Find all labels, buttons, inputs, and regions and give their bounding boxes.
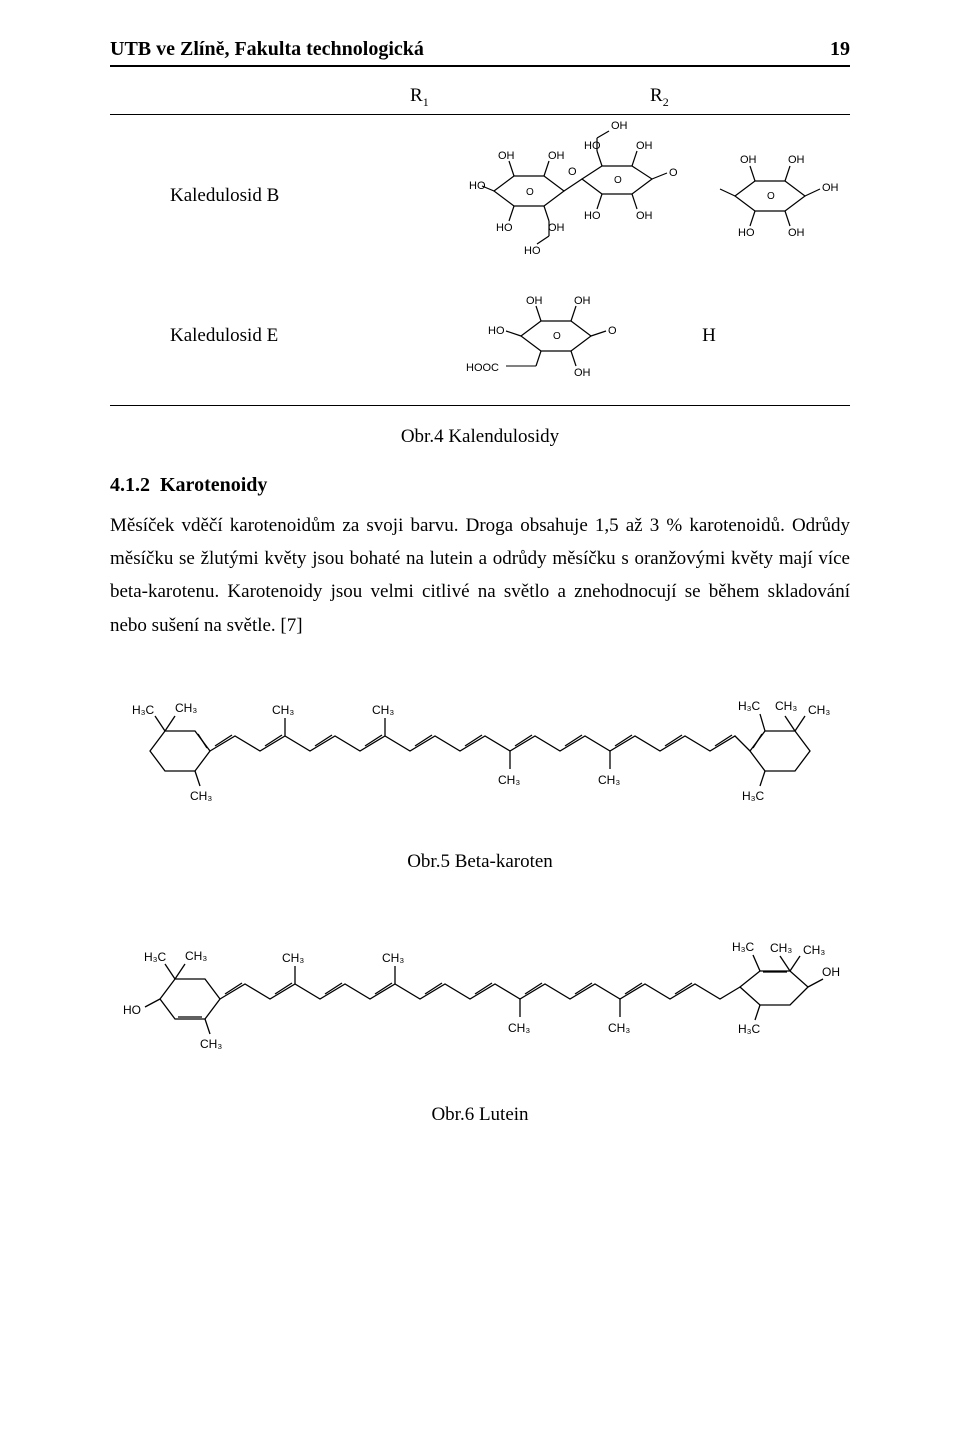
- section-title: Karotenoidy: [160, 474, 267, 496]
- header-page-number: 19: [830, 38, 850, 61]
- svg-text:HOOC: HOOC: [466, 362, 499, 374]
- svg-text:OH: OH: [548, 222, 565, 234]
- table-row: Kaledulosid E O HO OHOH: [110, 271, 850, 401]
- table-rule-bottom: [110, 405, 850, 406]
- svg-text:H₃C: H₃C: [738, 699, 761, 713]
- svg-text:CH₃: CH₃: [808, 703, 830, 717]
- svg-text:O: O: [669, 167, 678, 179]
- svg-text:H₃C: H₃C: [144, 950, 167, 964]
- svg-text:H₃C: H₃C: [738, 1022, 761, 1036]
- svg-text:HO: HO: [488, 325, 505, 337]
- svg-text:OH: OH: [526, 295, 543, 307]
- substituent-table: R1 R2 Kaledulosid B: [110, 85, 850, 406]
- svg-text:CH₃: CH₃: [598, 773, 620, 787]
- row-r2-value: H: [702, 325, 850, 347]
- svg-text:CH₃: CH₃: [185, 949, 207, 963]
- svg-text:CH₃: CH₃: [775, 699, 797, 713]
- row-r2-structure: O OH OH HO OH OH: [700, 131, 850, 261]
- svg-text:O: O: [553, 331, 561, 342]
- col-r1-header: R1: [410, 85, 650, 110]
- svg-text:CH₃: CH₃: [200, 1037, 222, 1051]
- header-rule: [110, 65, 850, 67]
- svg-text:OH: OH: [498, 150, 515, 162]
- row-name: Kaledulosid E: [110, 325, 466, 347]
- svg-text:O: O: [767, 191, 775, 202]
- svg-text:HO: HO: [496, 222, 513, 234]
- svg-text:CH₃: CH₃: [175, 701, 197, 715]
- svg-text:CH₃: CH₃: [272, 703, 294, 717]
- section-number: 4.1.2: [110, 474, 150, 496]
- svg-text:HO: HO: [738, 227, 755, 239]
- svg-text:OH: OH: [740, 154, 757, 166]
- svg-text:H₃C: H₃C: [742, 789, 765, 803]
- svg-text:O: O: [614, 175, 622, 186]
- figure-betacarotene: H₃C CH₃ CH₃ CH₃ CH₃ CH₃ CH₃ CH₃ CH₃ H₃C H₃C: [110, 656, 850, 831]
- table-row: Kaledulosid B: [110, 121, 850, 271]
- table-rule-top: [110, 114, 850, 115]
- row-r1-structure: O HO OH OH HOOC O OH: [466, 276, 703, 396]
- svg-text:OH: OH: [822, 182, 839, 194]
- svg-text:OH: OH: [574, 295, 591, 307]
- row-r1-structure: HO OH OH HO OH HO O O O HO OH HO OH OH O: [464, 121, 700, 271]
- svg-text:H₃C: H₃C: [132, 703, 155, 717]
- svg-text:OH: OH: [822, 965, 840, 979]
- svg-text:OH: OH: [548, 150, 565, 162]
- lutein-structure-icon: HO H₃C CH₃ CH₃ CH₃ CH₃ CH₃ CH₃ H₃C CH₃ CH₃ H…: [120, 899, 840, 1084]
- paragraph: Měsíček vděčí karotenoidům za svoji barv…: [110, 509, 850, 642]
- svg-text:OH: OH: [788, 227, 805, 239]
- figure-lutein: HO H₃C CH₃ CH₃ CH₃ CH₃ CH₃ CH₃ H₃C CH₃ CH₃ H…: [110, 899, 850, 1084]
- svg-text:CH₃: CH₃: [508, 1021, 530, 1035]
- svg-text:O: O: [608, 325, 617, 337]
- svg-text:OH: OH: [788, 154, 805, 166]
- svg-text:OH: OH: [574, 367, 591, 379]
- caption-lutein: Obr.6 Lutein: [110, 1104, 850, 1126]
- svg-text:O: O: [568, 166, 577, 178]
- svg-text:CH₃: CH₃: [608, 1021, 630, 1035]
- col-r2-header: R2: [650, 85, 800, 110]
- header-left: UTB ve Zlíně, Fakulta technologická: [110, 38, 424, 61]
- svg-text:HO: HO: [524, 245, 541, 257]
- svg-text:OH: OH: [611, 121, 628, 132]
- svg-text:OH: OH: [636, 140, 653, 152]
- svg-text:OH: OH: [636, 210, 653, 222]
- caption-kalendulosidy: Obr.4 Kalendulosidy: [110, 426, 850, 448]
- caption-betacarotene: Obr.5 Beta-karoten: [110, 851, 850, 873]
- row-name: Kaledulosid B: [110, 185, 464, 207]
- rhamnose-icon: O OH OH HO OH OH: [700, 131, 850, 261]
- svg-text:HO: HO: [123, 1003, 141, 1017]
- svg-text:CH₃: CH₃: [382, 951, 404, 965]
- betacarotene-structure-icon: H₃C CH₃ CH₃ CH₃ CH₃ CH₃ CH₃ CH₃ CH₃ H₃C H₃C: [120, 656, 840, 831]
- glucuronic-icon: O HO OH OH HOOC O OH: [466, 276, 646, 396]
- svg-text:CH₃: CH₃: [770, 941, 792, 955]
- svg-text:O: O: [526, 187, 534, 198]
- svg-text:CH₃: CH₃: [498, 773, 520, 787]
- section-heading: 4.1.2 Karotenoidy: [110, 474, 850, 497]
- page-header: UTB ve Zlíně, Fakulta technologická 19: [110, 38, 850, 65]
- svg-text:CH₃: CH₃: [372, 703, 394, 717]
- svg-text:CH₃: CH₃: [803, 943, 825, 957]
- svg-text:H₃C: H₃C: [732, 940, 755, 954]
- disaccharide-icon: HO OH OH HO OH HO O O O HO OH HO OH OH O: [464, 121, 694, 271]
- svg-text:CH₃: CH₃: [282, 951, 304, 965]
- svg-text:HO: HO: [469, 180, 486, 192]
- svg-text:HO: HO: [584, 210, 601, 222]
- svg-text:HO: HO: [584, 140, 601, 152]
- svg-text:CH₃: CH₃: [190, 789, 212, 803]
